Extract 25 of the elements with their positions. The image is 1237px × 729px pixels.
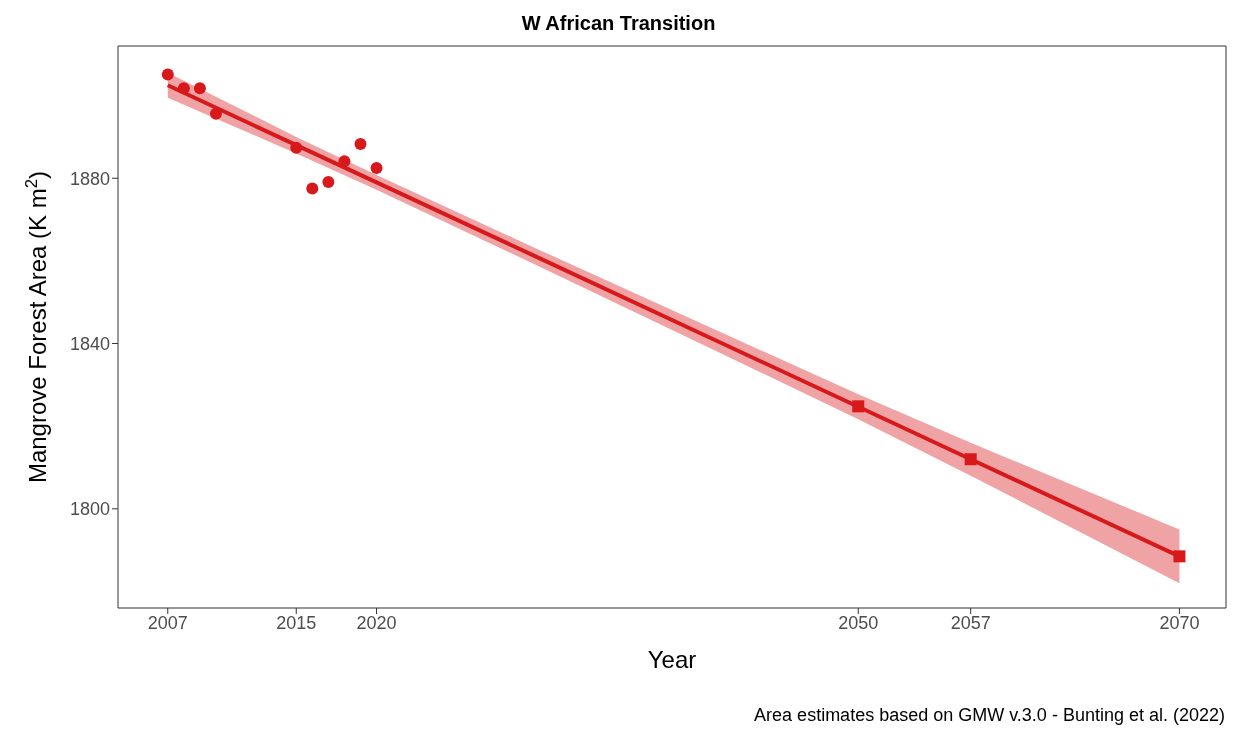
point (193, 82, 206, 95)
point (290, 141, 303, 154)
text: Area estimates based on GMW v.3.0 - Bunting et al. (2022) (754, 705, 1225, 726)
y-tick-label: 1880 (69, 168, 110, 189)
x-tick-label: 2007 (147, 612, 188, 633)
x-tick-label: 2057 (950, 612, 991, 633)
point (322, 175, 335, 188)
point (370, 161, 383, 174)
point (306, 182, 319, 195)
point (161, 68, 174, 81)
point (852, 400, 865, 413)
x-tick-label: 2015 (276, 612, 317, 633)
point (1173, 550, 1186, 563)
x-tick-label: 2070 (1159, 612, 1200, 633)
y-tick-label: 1800 (69, 499, 110, 520)
x-tick-label: 2050 (838, 612, 879, 633)
point (964, 453, 977, 466)
x-tick-label: 2020 (356, 612, 397, 633)
point (177, 82, 190, 95)
point (338, 155, 351, 168)
y-tick-label: 1840 (69, 333, 110, 354)
point (354, 137, 367, 150)
point (209, 107, 222, 120)
x-axis-title: Year (647, 646, 697, 673)
chart-title: W African Transition (520, 11, 717, 36)
